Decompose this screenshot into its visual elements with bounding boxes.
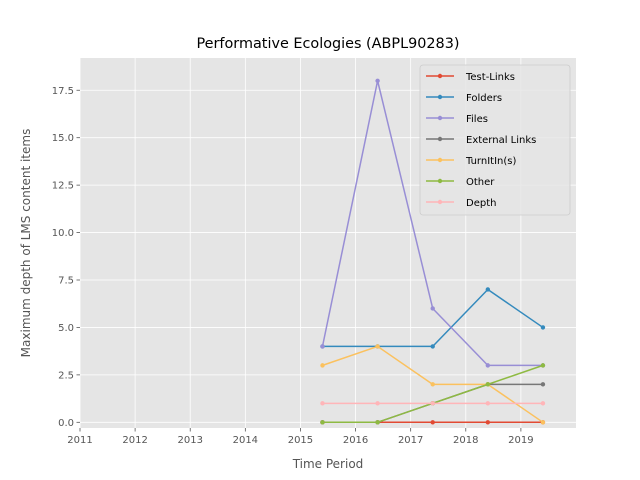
- legend-marker: [437, 136, 443, 142]
- x-tick-label: 2018: [453, 435, 478, 446]
- legend-marker: [437, 73, 443, 79]
- data-point-turnitin-s: [375, 344, 380, 349]
- data-point-depth: [320, 401, 325, 406]
- data-point-files: [375, 78, 380, 83]
- data-point-test-links: [485, 420, 491, 425]
- legend-marker: [437, 178, 443, 184]
- legend-marker: [437, 115, 443, 121]
- data-point-depth: [430, 401, 435, 406]
- data-point-folders: [485, 287, 491, 292]
- y-axis-ticks: 0.0 2.5 5.0 7.5 10.0 12.5 15.0 17.5: [52, 86, 80, 429]
- data-point-turnitin-s: [430, 382, 435, 387]
- data-series: [320, 78, 546, 425]
- y-tick-label: 12.5: [52, 181, 74, 192]
- data-point-turnitin-s: [320, 363, 325, 368]
- data-point-depth: [485, 401, 491, 406]
- legend-marker: [437, 199, 443, 205]
- y-tick-label: 10.0: [52, 228, 74, 239]
- data-point-other: [375, 420, 380, 425]
- legend-label: Depth: [466, 198, 496, 209]
- data-point-files: [430, 306, 435, 311]
- x-tick-label: 2012: [122, 435, 147, 446]
- y-axis-label: Maximum depth of LMS content items: [19, 129, 33, 358]
- chart-title: Performative Ecologies (ABPL90283): [197, 36, 460, 52]
- data-point-folders: [430, 344, 435, 349]
- data-point-test-links: [430, 420, 435, 425]
- x-tick-label: 2019: [508, 435, 533, 446]
- legend-label: Folders: [466, 93, 502, 104]
- x-axis-label: Time Period: [292, 457, 364, 471]
- legend-label: External Links: [466, 135, 536, 146]
- y-tick-label: 15.0: [52, 133, 74, 144]
- x-tick-label: 2017: [398, 435, 423, 446]
- data-point-other: [485, 382, 491, 387]
- legend-label: Test-Links: [465, 72, 515, 83]
- legend-marker: [437, 157, 443, 163]
- y-tick-label: 17.5: [52, 86, 74, 97]
- data-point-files: [485, 363, 491, 368]
- y-tick-label: 5.0: [58, 323, 74, 334]
- data-point-files: [320, 344, 325, 349]
- y-tick-label: 2.5: [58, 370, 74, 381]
- legend-box: [419, 64, 571, 216]
- x-tick-label: 2014: [233, 435, 258, 446]
- x-axis-ticks: 2011 2012 2013 2014 2015 2016 2017 2018 2019: [67, 428, 534, 446]
- x-tick-label: 2016: [343, 435, 368, 446]
- series-turnitin-s: [320, 344, 546, 425]
- data-point-external-links: [540, 382, 546, 387]
- legend-label: TurnItIn(s): [465, 156, 516, 167]
- data-point-depth: [540, 401, 546, 406]
- legend-marker: [437, 94, 443, 100]
- data-point-other: [320, 420, 325, 425]
- data-point-folders: [540, 325, 546, 330]
- series-depth: [320, 401, 546, 406]
- legend-label: Files: [466, 114, 488, 125]
- legend: Test-Links Folders Files External Links Turn…: [419, 64, 571, 216]
- data-point-depth: [375, 401, 380, 406]
- x-tick-label: 2015: [288, 435, 313, 446]
- y-tick-label: 0.0: [58, 418, 74, 429]
- x-tick-label: 2011: [67, 435, 92, 446]
- y-tick-label: 7.5: [58, 276, 74, 287]
- x-tick-label: 2013: [177, 435, 202, 446]
- data-point-other: [540, 363, 546, 368]
- data-point-turnitin-s: [540, 420, 546, 425]
- legend-label: Other: [466, 177, 495, 188]
